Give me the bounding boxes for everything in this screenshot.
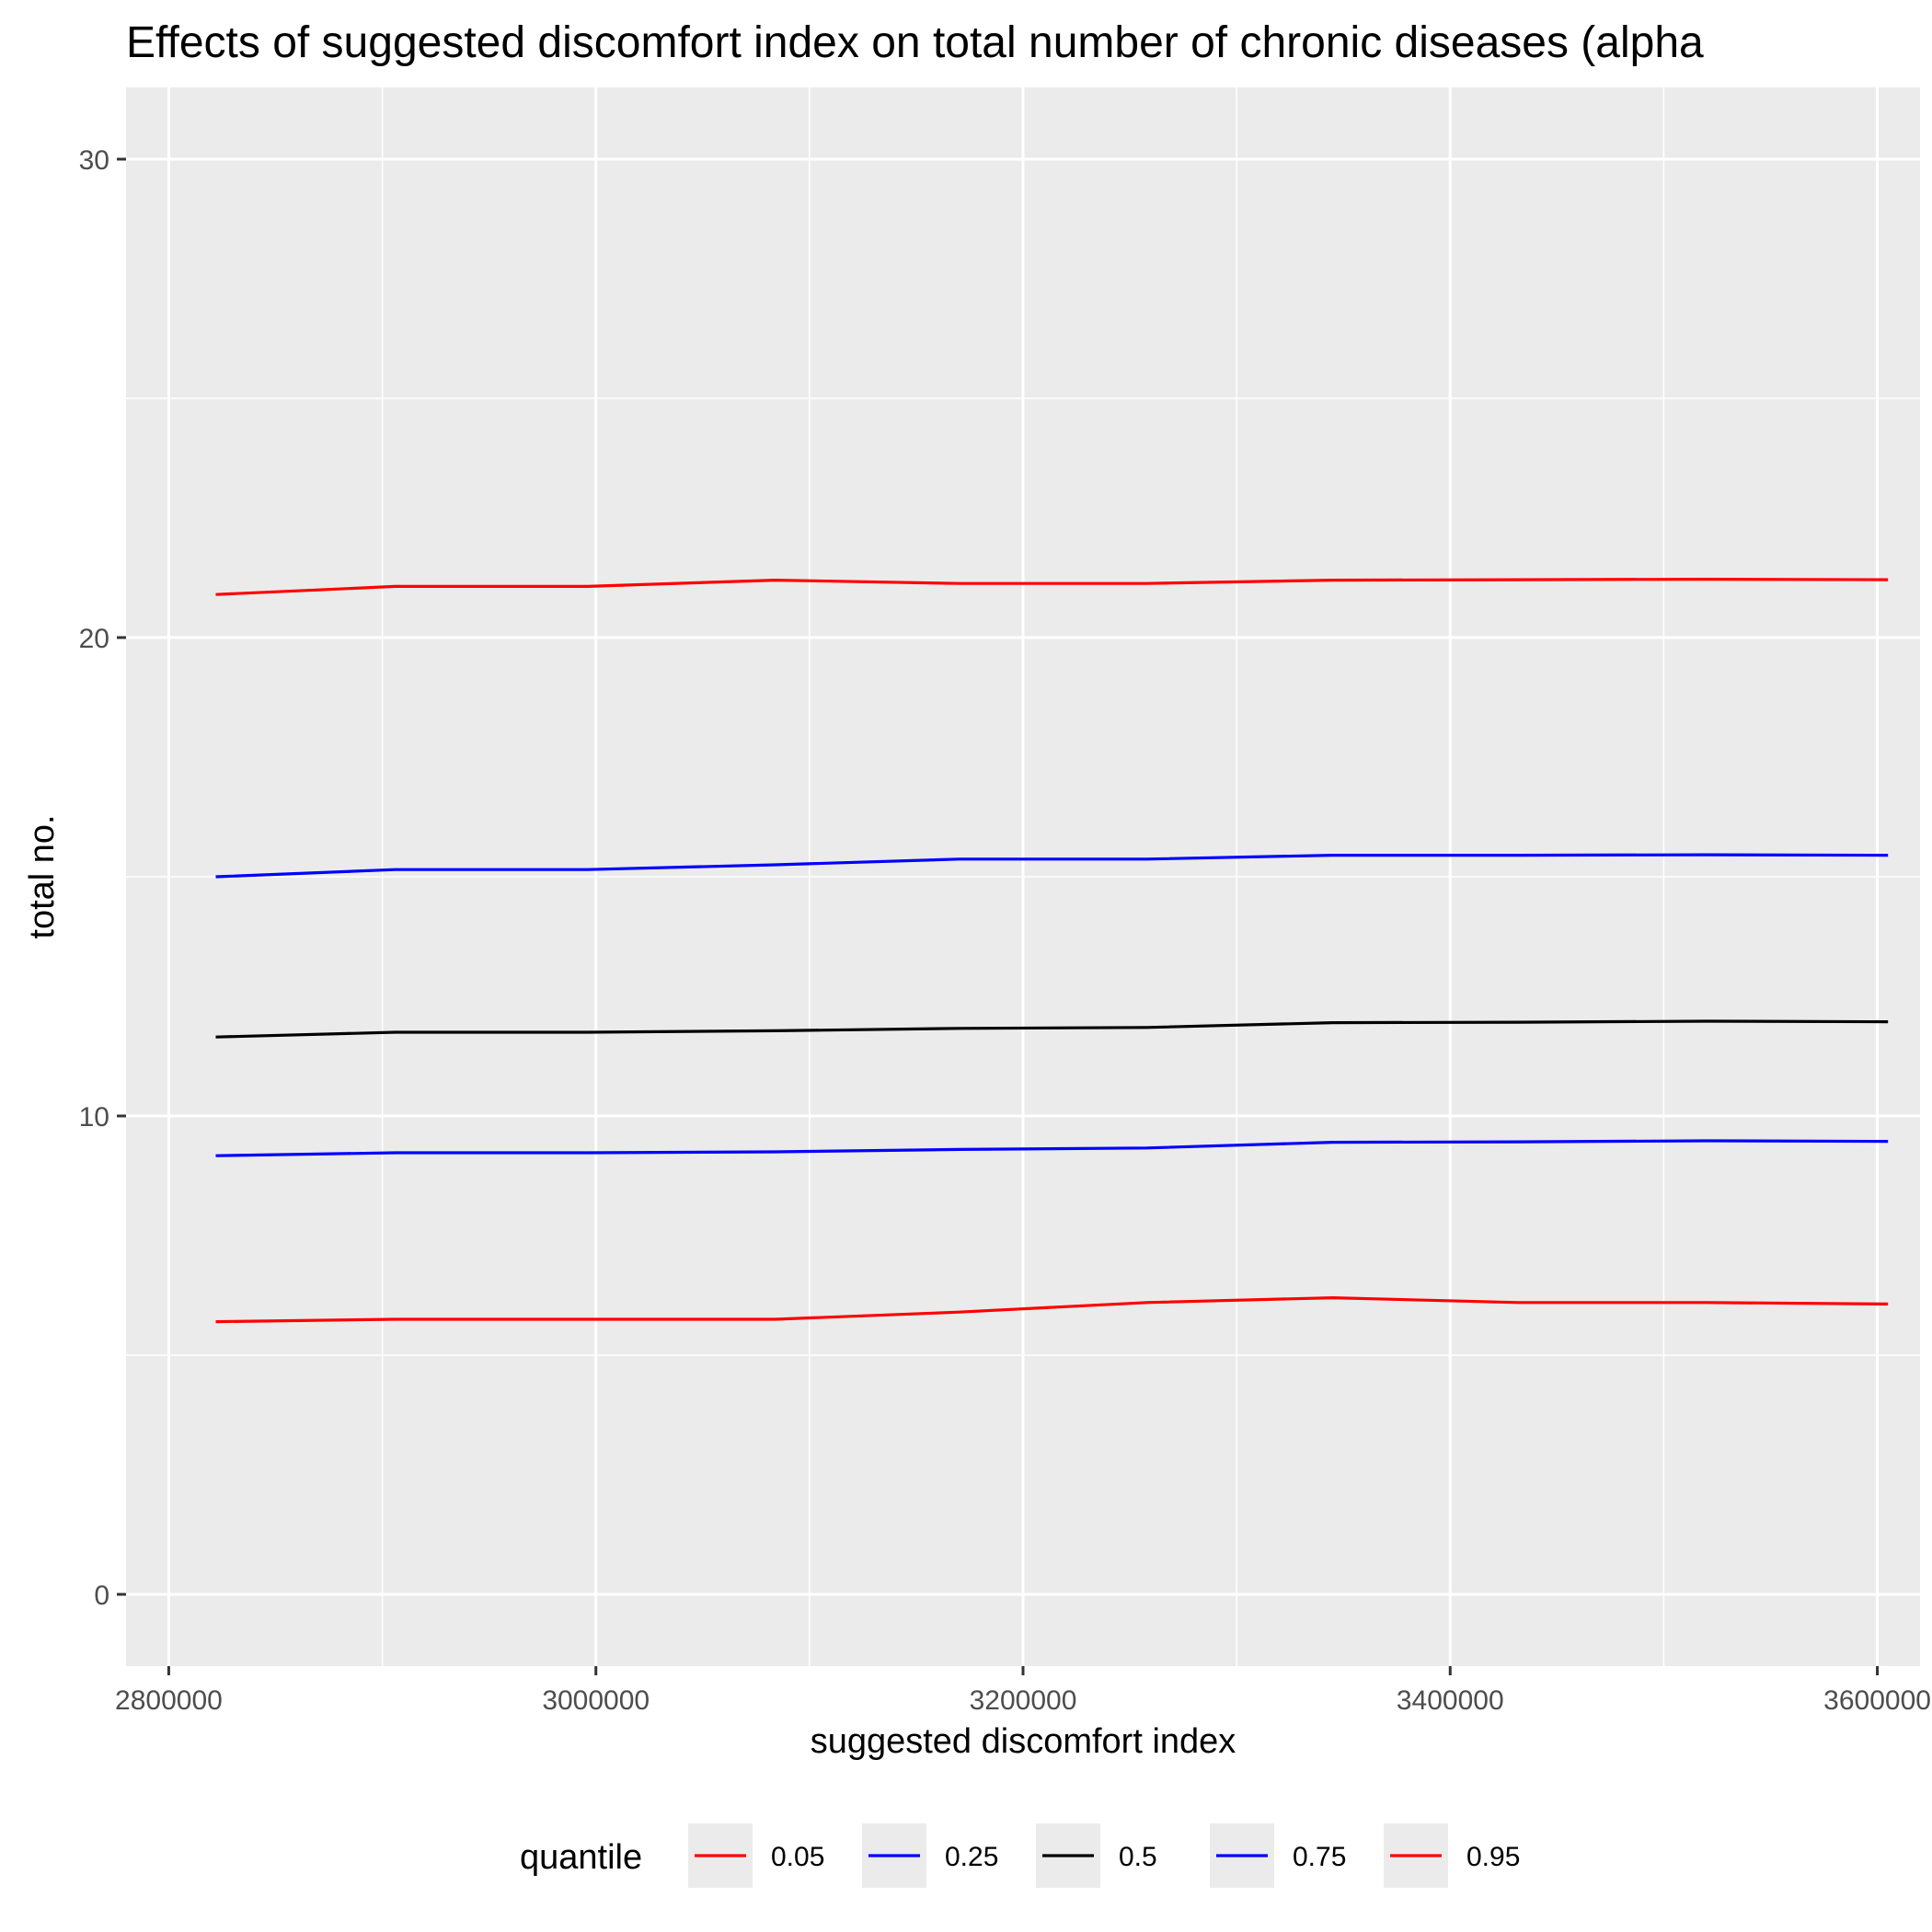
x-tick-label: 3600000 bbox=[1823, 1685, 1931, 1716]
x-axis: 2800000 3000000 3200000 3400000 3600000 bbox=[115, 1666, 1931, 1716]
legend-label: 0.75 bbox=[1293, 1842, 1346, 1872]
series-line-0-75 bbox=[215, 853, 1889, 879]
x-axis-title: suggested discomfort index bbox=[811, 1722, 1236, 1761]
y-axis: 0 10 20 30 bbox=[79, 145, 126, 1611]
chart-title: Effects of suggested discomfort index on… bbox=[126, 18, 1704, 67]
legend-label: 0.95 bbox=[1466, 1842, 1520, 1872]
legend-title: quantile bbox=[520, 1838, 642, 1877]
y-tick-label: 20 bbox=[79, 624, 109, 654]
y-axis-title: total no. bbox=[23, 814, 62, 938]
legend: quantile 0.05 0.25 0.5 0.75 0.95 bbox=[520, 1823, 1520, 1888]
legend-item: 0.25 bbox=[862, 1823, 998, 1888]
y-tick-label: 30 bbox=[79, 145, 109, 176]
legend-item: 0.05 bbox=[688, 1823, 824, 1888]
series-lines bbox=[215, 577, 1889, 1324]
x-tick-label: 3400000 bbox=[1397, 1685, 1504, 1716]
legend-item: 0.75 bbox=[1210, 1823, 1346, 1888]
grid-major bbox=[126, 87, 1920, 1666]
legend-label: 0.05 bbox=[771, 1842, 824, 1872]
legend-label: 0.5 bbox=[1119, 1842, 1157, 1872]
legend-item: 0.95 bbox=[1384, 1823, 1520, 1888]
legend-label: 0.25 bbox=[945, 1842, 998, 1872]
legend-item: 0.5 bbox=[1036, 1823, 1157, 1888]
y-tick-label: 10 bbox=[79, 1102, 109, 1133]
series-line-0-05 bbox=[215, 1295, 1889, 1324]
x-tick-label: 3000000 bbox=[542, 1685, 650, 1716]
legend-items: 0.05 0.25 0.5 0.75 0.95 bbox=[688, 1823, 1520, 1888]
x-tick-label: 2800000 bbox=[115, 1685, 223, 1716]
series-line-0-25 bbox=[215, 1139, 1889, 1157]
series-line-0-5 bbox=[215, 1019, 1889, 1039]
y-tick-label: 0 bbox=[94, 1581, 109, 1611]
series-line-0-95 bbox=[215, 577, 1889, 596]
x-tick-label: 3200000 bbox=[970, 1685, 1077, 1716]
